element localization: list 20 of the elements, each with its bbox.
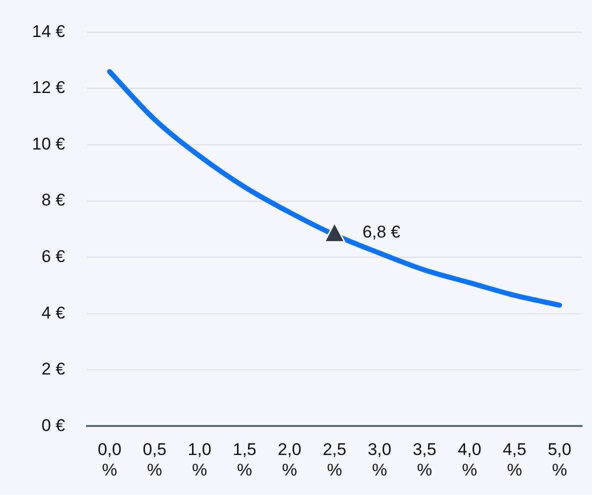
x-tick-label: 4,5 % bbox=[502, 440, 526, 480]
x-tick-label: 2,0 % bbox=[278, 440, 302, 480]
y-tick-label: 14 € bbox=[32, 22, 66, 41]
x-tick-label: 1,0 % bbox=[188, 440, 212, 480]
y-tick-label: 4 € bbox=[41, 303, 66, 322]
x-tick-label: 4,0 % bbox=[458, 440, 482, 480]
y-tick-label: 0 € bbox=[41, 416, 66, 435]
x-tick-label: 3,5 % bbox=[412, 440, 436, 480]
y-tick-label: 12 € bbox=[32, 78, 66, 98]
x-tick-label: 3,0 % bbox=[368, 440, 392, 480]
x-tick-label: 0,0 % bbox=[98, 440, 122, 480]
x-tick-label: 1,5 % bbox=[232, 440, 256, 480]
y-tick-label: 2 € bbox=[41, 360, 66, 379]
y-tick-label: 6 € bbox=[41, 247, 66, 266]
y-tick-label: 10 € bbox=[32, 134, 66, 154]
x-tick-label: 2,5 % bbox=[322, 440, 346, 480]
y-tick-label: 8 € bbox=[41, 190, 66, 210]
x-tick-label: 0,5 % bbox=[142, 440, 166, 480]
annotation: 6,8 € bbox=[362, 222, 401, 242]
x-tick-label: 5,0 % bbox=[548, 440, 572, 480]
